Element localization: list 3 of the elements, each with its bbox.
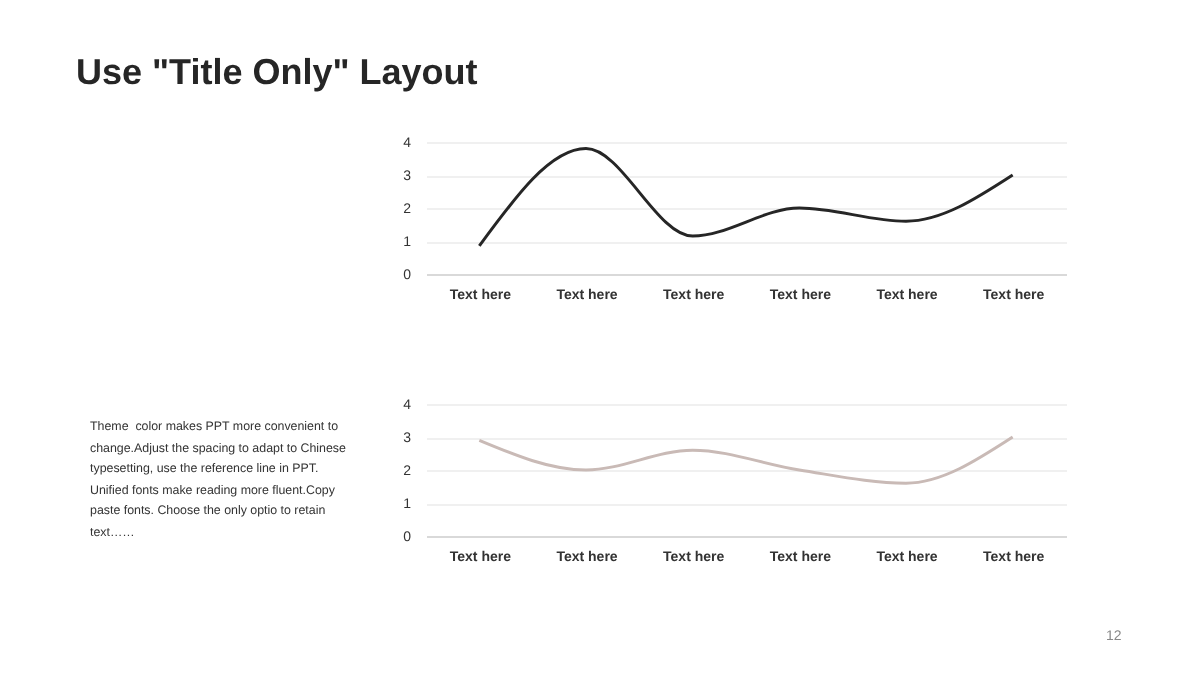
line-series bbox=[477, 147, 1015, 248]
line-series bbox=[477, 435, 1015, 485]
chart-title: Use "Title Only" Layout bbox=[76, 52, 478, 94]
